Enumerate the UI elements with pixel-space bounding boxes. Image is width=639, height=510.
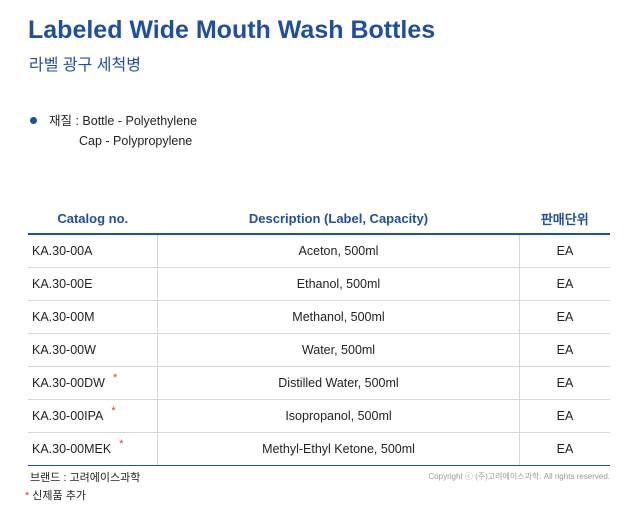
description-cell: Methyl-Ethyl Ketone, 500ml: [157, 432, 520, 466]
description-cell: Methanol, 500ml: [157, 300, 520, 334]
description-cell: Distilled Water, 500ml: [157, 366, 520, 400]
header-catalog: Catalog no.: [28, 204, 158, 235]
brand-label: 브랜드 : 고려에이스과학: [30, 472, 141, 484]
description-cell: Aceton, 500ml: [157, 234, 520, 268]
catalog-cell: KA.30-00MEK *: [28, 432, 158, 466]
catalog-cell: KA.30-00E: [28, 267, 158, 301]
catalog-number: KA.30-00M: [32, 310, 95, 324]
new-product-mark: *: [112, 372, 118, 384]
catalog-cell: KA.30-00M: [28, 300, 158, 334]
material-info: 재질 : Bottle - Polyethylene Cap - Polypro…: [30, 111, 197, 151]
new-product-note: * 신제품 추가: [25, 487, 86, 503]
unit-cell: EA: [519, 399, 610, 433]
catalog-number: KA.30-00A: [32, 244, 93, 258]
table-row: KA.30-00IPA * Isopropanol, 500ml EA: [28, 399, 610, 433]
page-title: Labeled Wide Mouth Wash Bottles: [28, 16, 436, 44]
catalog-number: KA.30-00IPA: [32, 409, 104, 423]
catalog-table: Catalog no. Description (Label, Capacity…: [28, 204, 610, 466]
catalog-cell: KA.30-00W: [28, 333, 158, 367]
description-cell: Water, 500ml: [157, 333, 520, 367]
table-row: KA.30-00W Water, 500ml EA: [28, 333, 610, 367]
unit-cell: EA: [519, 333, 610, 367]
header-description: Description (Label, Capacity): [157, 204, 520, 235]
material-bottle: 재질 : Bottle - Polyethylene: [49, 114, 198, 128]
material-row-bottle: 재질 : Bottle - Polyethylene: [30, 111, 197, 131]
table-row: KA.30-00A Aceton, 500ml EA: [28, 234, 610, 268]
unit-cell: EA: [519, 366, 610, 400]
material-cap: Cap - Polypropylene: [79, 134, 193, 148]
bullet-icon: [30, 117, 37, 125]
description-cell: Isopropanol, 500ml: [157, 399, 520, 433]
catalog-cell: KA.30-00IPA *: [28, 399, 158, 433]
catalog-number: KA.30-00DW: [32, 376, 105, 390]
table-header-row: Catalog no. Description (Label, Capacity…: [28, 204, 610, 235]
header-unit: 판매단위: [519, 204, 610, 235]
table-row: KA.30-00MEK * Methyl-Ethyl Ketone, 500ml …: [28, 432, 610, 466]
new-product-mark: *: [111, 405, 116, 417]
unit-cell: EA: [519, 234, 610, 268]
table-row: KA.30-00E Ethanol, 500ml EA: [28, 267, 610, 301]
page-subtitle: 라벨 광구 세척병: [29, 57, 141, 74]
catalog-number: KA.30-00W: [32, 343, 96, 357]
new-product-mark: *: [25, 490, 30, 502]
catalog-number: KA.30-00MEK: [32, 442, 112, 456]
copyright-text: Copyright ⓒ (주)고려에이스과학. All rights reser…: [428, 472, 610, 481]
new-product-mark: *: [119, 438, 124, 450]
catalog-cell: KA.30-00A: [28, 234, 158, 268]
catalog-number: KA.30-00E: [32, 277, 93, 291]
unit-cell: EA: [519, 432, 610, 466]
table-row: KA.30-00M Methanol, 500ml EA: [28, 300, 610, 334]
new-product-note-text: 신제품 추가: [32, 490, 86, 502]
table-row: KA.30-00DW * Distilled Water, 500ml EA: [28, 366, 610, 400]
catalog-cell: KA.30-00DW *: [28, 366, 158, 400]
unit-cell: EA: [519, 300, 610, 334]
unit-cell: EA: [519, 267, 610, 301]
description-cell: Ethanol, 500ml: [157, 267, 520, 301]
